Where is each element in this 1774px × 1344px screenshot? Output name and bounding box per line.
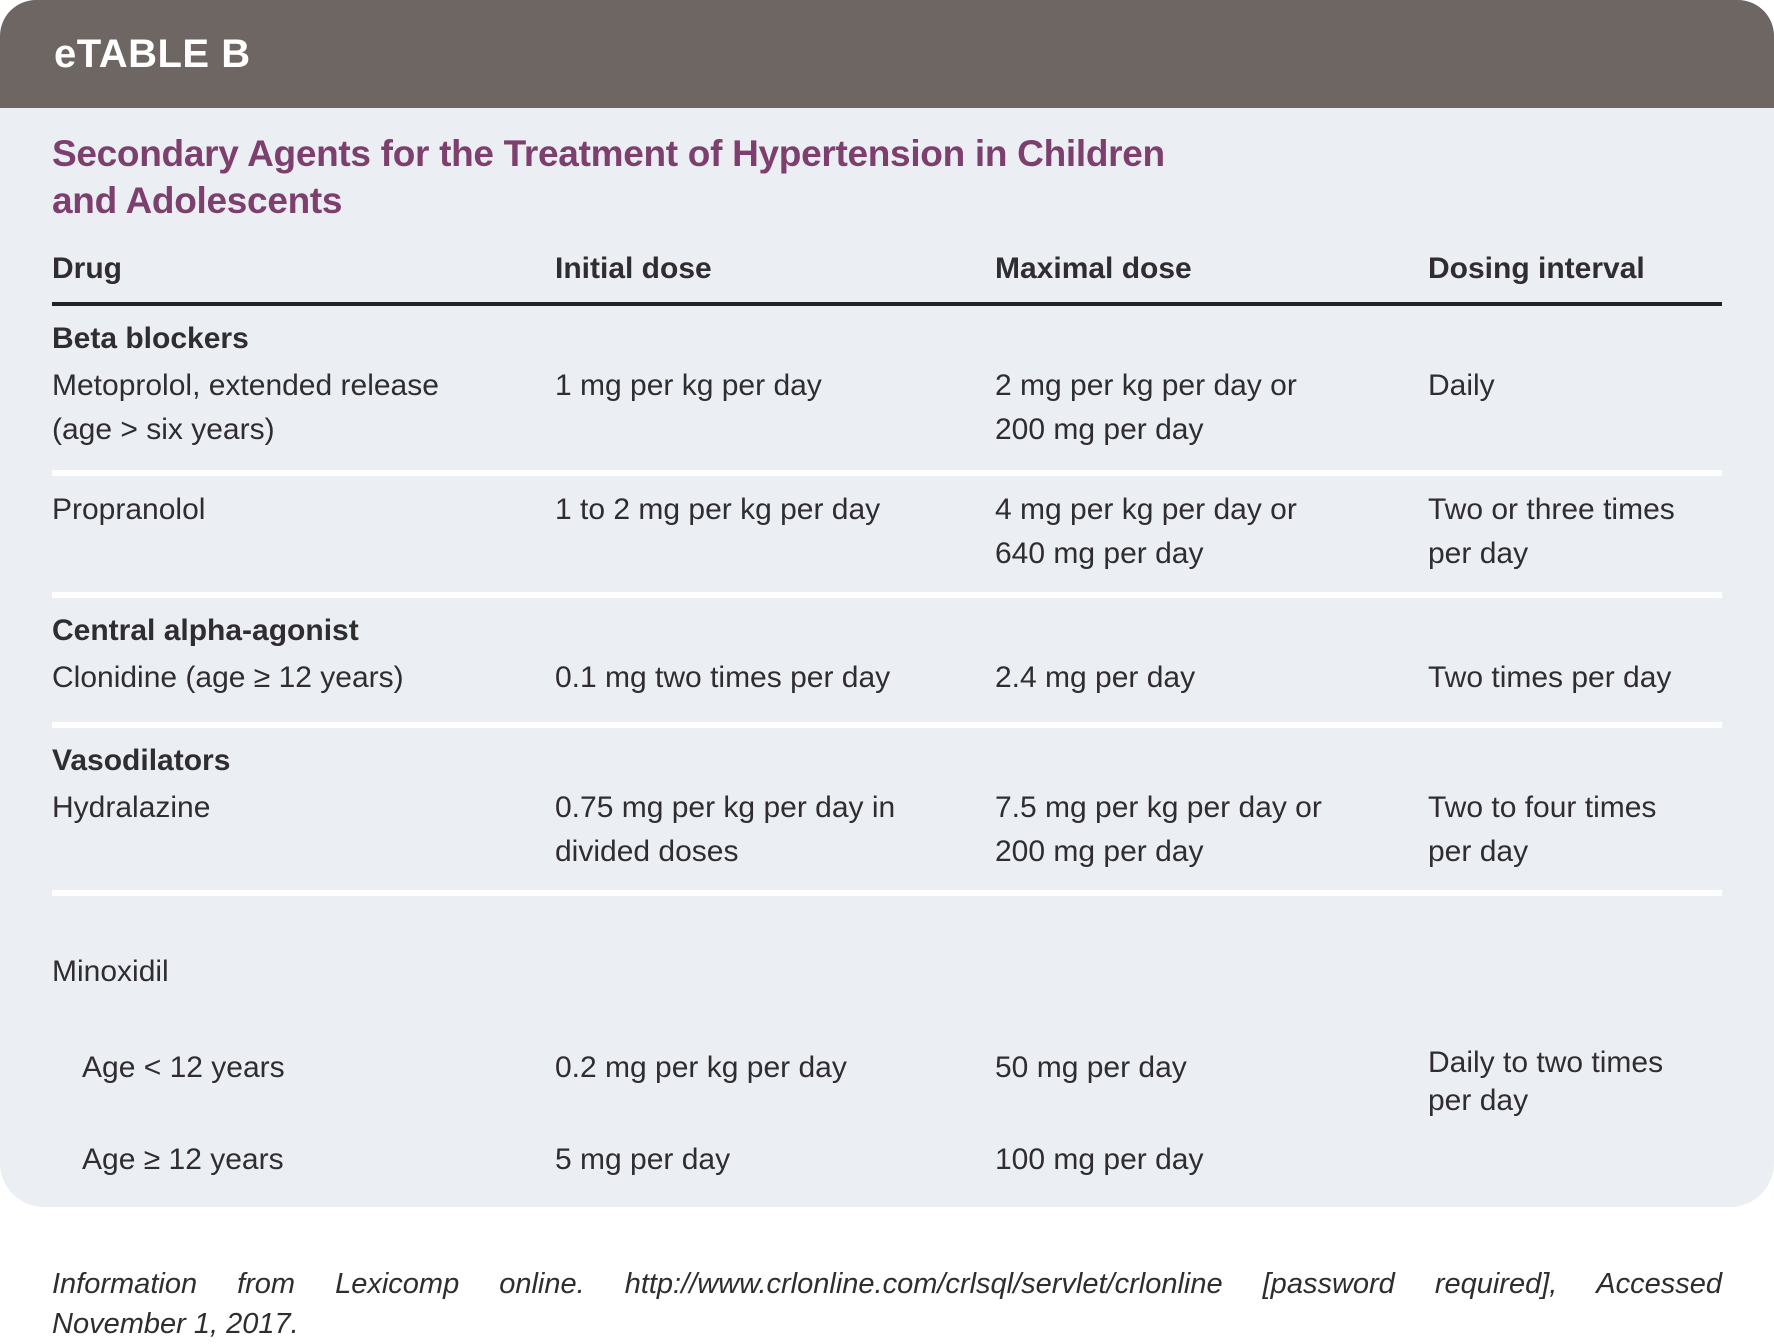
maximal-dose-cell: 2 mg per kg per day or 200 mg per day bbox=[995, 369, 1297, 446]
dosing-interval-cell: Daily bbox=[1428, 369, 1495, 402]
drug-cell: Clonidine (age ≥ 12 years) bbox=[52, 661, 404, 694]
table-banner: eTABLE B bbox=[0, 0, 1774, 108]
initial-dose-value: 0.2 mg per kg per day bbox=[555, 1051, 847, 1084]
dosing-interval-cell: Two to four times per day bbox=[1428, 791, 1657, 868]
table-header-row: Drug Initial dose Maximal dose Dosing in… bbox=[52, 224, 1722, 306]
column-header-initial-dose: Initial dose bbox=[555, 252, 712, 285]
initial-dose-cell: 0.1 mg two times per day bbox=[555, 661, 891, 694]
table-banner-label: eTABLE B bbox=[54, 31, 251, 76]
table-body: Secondary Agents for the Treatment of Hy… bbox=[0, 108, 1774, 1340]
maximal-dose-cell: 7.5 mg per kg per day or 200 mg per day bbox=[995, 791, 1322, 868]
table-row-propranolol: Propranolol 1 to 2 mg per kg per day 4 m… bbox=[52, 476, 1722, 598]
spacer bbox=[995, 950, 1408, 1000]
dosing-interval-cell: Two times per day bbox=[1428, 661, 1672, 694]
column-header-dosing-interval: Dosing interval bbox=[1428, 252, 1645, 285]
initial-dose-cell: 0.75 mg per kg per day in divided doses bbox=[555, 791, 896, 868]
initial-dose-cell: 0.2 mg per kg per day 5 mg per day bbox=[555, 906, 995, 1228]
initial-dose-value: 5 mg per day bbox=[555, 1143, 731, 1176]
footnote-line: November 1, 2017. bbox=[52, 1308, 299, 1340]
section-header-vasodilators: Vasodilators bbox=[52, 744, 231, 777]
drug-cell: Metoprolol, extended release (age > six … bbox=[52, 369, 439, 446]
spacer bbox=[1428, 950, 1702, 1000]
drug-name: Minoxidil bbox=[52, 955, 169, 988]
table-title: Secondary Agents for the Treatment of Hy… bbox=[52, 133, 1165, 221]
footnote: Information from Lexicomp online. http:/… bbox=[52, 1264, 1722, 1344]
initial-dose-cell: 1 mg per kg per day bbox=[555, 369, 822, 402]
maximal-dose-value: 50 mg per day bbox=[995, 1051, 1187, 1084]
initial-dose-cell: 1 to 2 mg per kg per day bbox=[555, 493, 881, 526]
footnote-line: Information from Lexicomp online. http:/… bbox=[52, 1268, 1722, 1300]
dosing-interval-value: Daily to two times per day bbox=[1428, 1046, 1664, 1117]
column-header-maximal-dose: Maximal dose bbox=[995, 252, 1192, 285]
drug-cell: Minoxidil Age < 12 years Age ≥ 12 years bbox=[52, 906, 555, 1228]
dosing-interval-cell: Daily to two times per day bbox=[1428, 906, 1722, 1228]
drug-cell: Hydralazine bbox=[52, 791, 211, 824]
dosing-interval-cell: Two or three times per day bbox=[1428, 493, 1675, 570]
table-row-clonidine: Clonidine (age ≥ 12 years) 0.1 mg two ti… bbox=[52, 648, 1722, 728]
column-header-drug: Drug bbox=[52, 252, 122, 285]
maximal-dose-cell: 50 mg per day 100 mg per day bbox=[995, 906, 1428, 1228]
drug-cell: Propranolol bbox=[52, 493, 206, 526]
table-row-minoxidil: Minoxidil Age < 12 years Age ≥ 12 years … bbox=[52, 896, 1722, 1250]
maximal-dose-cell: 4 mg per kg per day or 640 mg per day bbox=[995, 493, 1297, 570]
spacer bbox=[555, 950, 975, 1000]
age-subrow-label: Age ≥ 12 years bbox=[82, 1143, 284, 1176]
maximal-dose-cell: 2.4 mg per day bbox=[995, 661, 1196, 694]
maximal-dose-value: 100 mg per day bbox=[995, 1143, 1204, 1176]
section-header-central-alpha-agonist: Central alpha-agonist bbox=[52, 614, 359, 647]
section-header-beta-blockers: Beta blockers bbox=[52, 322, 249, 355]
age-subrow-label: Age < 12 years bbox=[82, 1051, 285, 1084]
table-row-metoprolol: Metoprolol, extended release (age > six … bbox=[52, 356, 1722, 476]
table-row-hydralazine: Hydralazine 0.75 mg per kg per day in di… bbox=[52, 778, 1722, 896]
